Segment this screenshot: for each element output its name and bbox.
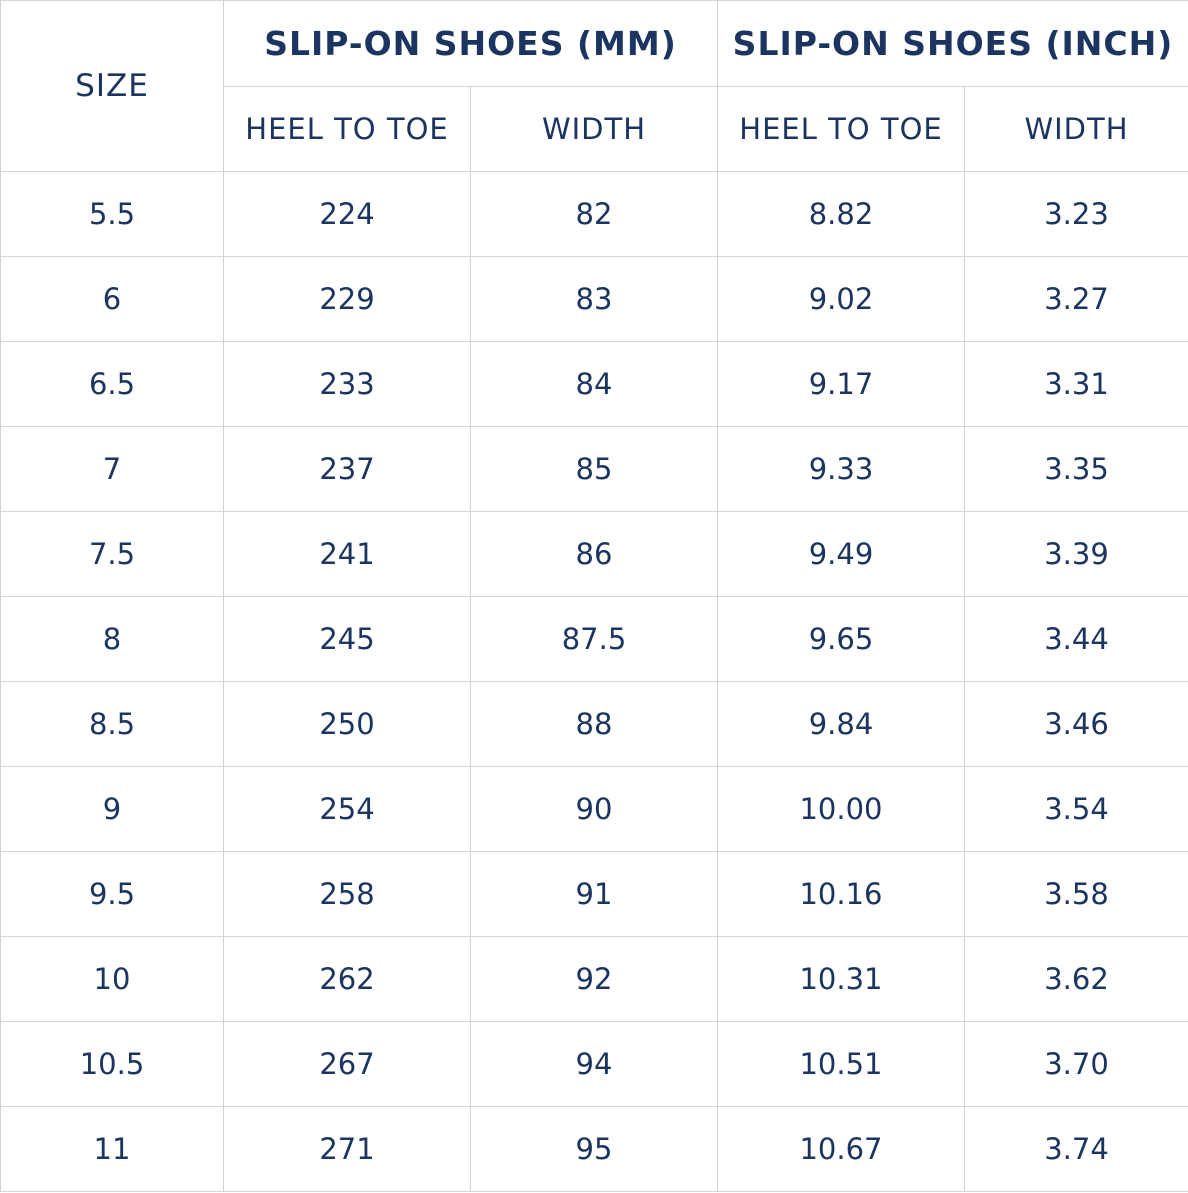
table-cell: 88 [470,681,718,767]
table-cell: 95 [470,1106,718,1192]
table-row: 10.5 267 94 10.51 3.70 [0,1021,1188,1107]
table-row: 10 262 92 10.31 3.62 [0,936,1188,1022]
table-cell: 7 [0,426,224,512]
table-cell: 3.62 [963,936,1188,1022]
table-row: 6.5 233 84 9.17 3.31 [0,341,1188,427]
table-cell: 262 [223,936,471,1022]
table-cell: 8.82 [717,171,965,257]
table-cell: 3.27 [963,256,1188,342]
table-body: 5.5 224 82 8.82 3.23 6 229 83 9.02 3.27 6.5 233 84 9.… [0,171,1188,1192]
table-cell: 90 [470,766,718,852]
table-cell: 271 [223,1106,471,1192]
table-cell: 8 [0,596,224,682]
table-cell: 9.17 [717,341,965,427]
table-cell: 245 [223,596,471,682]
table-cell: 92 [470,936,718,1022]
table-cell: 3.54 [963,766,1188,852]
table-cell: 87.5 [470,596,718,682]
table-cell: 233 [223,341,471,427]
table-cell: 6.5 [0,341,224,427]
header-cell: HEEL TO TOE [223,86,471,172]
table-cell: 3.58 [963,851,1188,937]
table-cell: 82 [470,171,718,257]
table-cell: 258 [223,851,471,937]
table-cell: 237 [223,426,471,512]
table-cell: 91 [470,851,718,937]
table-cell: 3.46 [963,681,1188,767]
table-row: 6 229 83 9.02 3.27 [0,256,1188,342]
table-cell: 10.5 [0,1021,224,1107]
header-cell: WIDTH [963,86,1188,172]
table-cell: 10.51 [717,1021,965,1107]
table-row: 7 237 85 9.33 3.35 [0,426,1188,512]
table-cell: 84 [470,341,718,427]
table-cell: 224 [223,171,471,257]
table-row: 11 271 95 10.67 3.74 [0,1106,1188,1192]
table-cell: 9.84 [717,681,965,767]
header-cell: SLIP-ON SHOES (MM) [223,0,718,87]
table-cell: 3.39 [963,511,1188,597]
table-cell: 9 [0,766,224,852]
table-cell: 7.5 [0,511,224,597]
table-cell: 94 [470,1021,718,1107]
table-cell: 11 [0,1106,224,1192]
table-cell: 3.74 [963,1106,1188,1192]
table-cell: 10.00 [717,766,965,852]
header-row: SIZE SLIP-ON SHOES (MM) SLIP-ON SHOES (I… [0,0,1188,172]
table-row: 9.5 258 91 10.16 3.58 [0,851,1188,937]
table-cell: 6 [0,256,224,342]
table-cell: 9.33 [717,426,965,512]
table-cell: 229 [223,256,471,342]
table-cell: 9.49 [717,511,965,597]
table-row: 7.5 241 86 9.49 3.39 [0,511,1188,597]
table-cell: 241 [223,511,471,597]
table-cell: 9.02 [717,256,965,342]
table-cell: 3.31 [963,341,1188,427]
table-cell: 83 [470,256,718,342]
table-cell: 3.44 [963,596,1188,682]
table-cell: 5.5 [0,171,224,257]
header-cell: SIZE [0,0,224,172]
table-cell: 3.70 [963,1021,1188,1107]
table-cell: 254 [223,766,471,852]
table-cell: 267 [223,1021,471,1107]
table-cell: 10.67 [717,1106,965,1192]
table-row: 8 245 87.5 9.65 3.44 [0,596,1188,682]
table-cell: 8.5 [0,681,224,767]
table-cell: 10.16 [717,851,965,937]
table-cell: 10.31 [717,936,965,1022]
table-cell: 3.35 [963,426,1188,512]
header-cell: SLIP-ON SHOES (INCH) [716,0,1188,87]
table-cell: 9.65 [717,596,965,682]
table-cell: 86 [470,511,718,597]
table-row: 9 254 90 10.00 3.54 [0,766,1188,852]
table-cell: 250 [223,681,471,767]
table-cell: 9.5 [0,851,224,937]
header-cell: HEEL TO TOE [717,86,965,172]
table-row: 5.5 224 82 8.82 3.23 [0,171,1188,257]
table-cell: 3.23 [963,171,1188,257]
header-cell: WIDTH [470,86,718,172]
table-cell: 85 [470,426,718,512]
table-row: 8.5 250 88 9.84 3.46 [0,681,1188,767]
table-cell: 10 [0,936,224,1022]
